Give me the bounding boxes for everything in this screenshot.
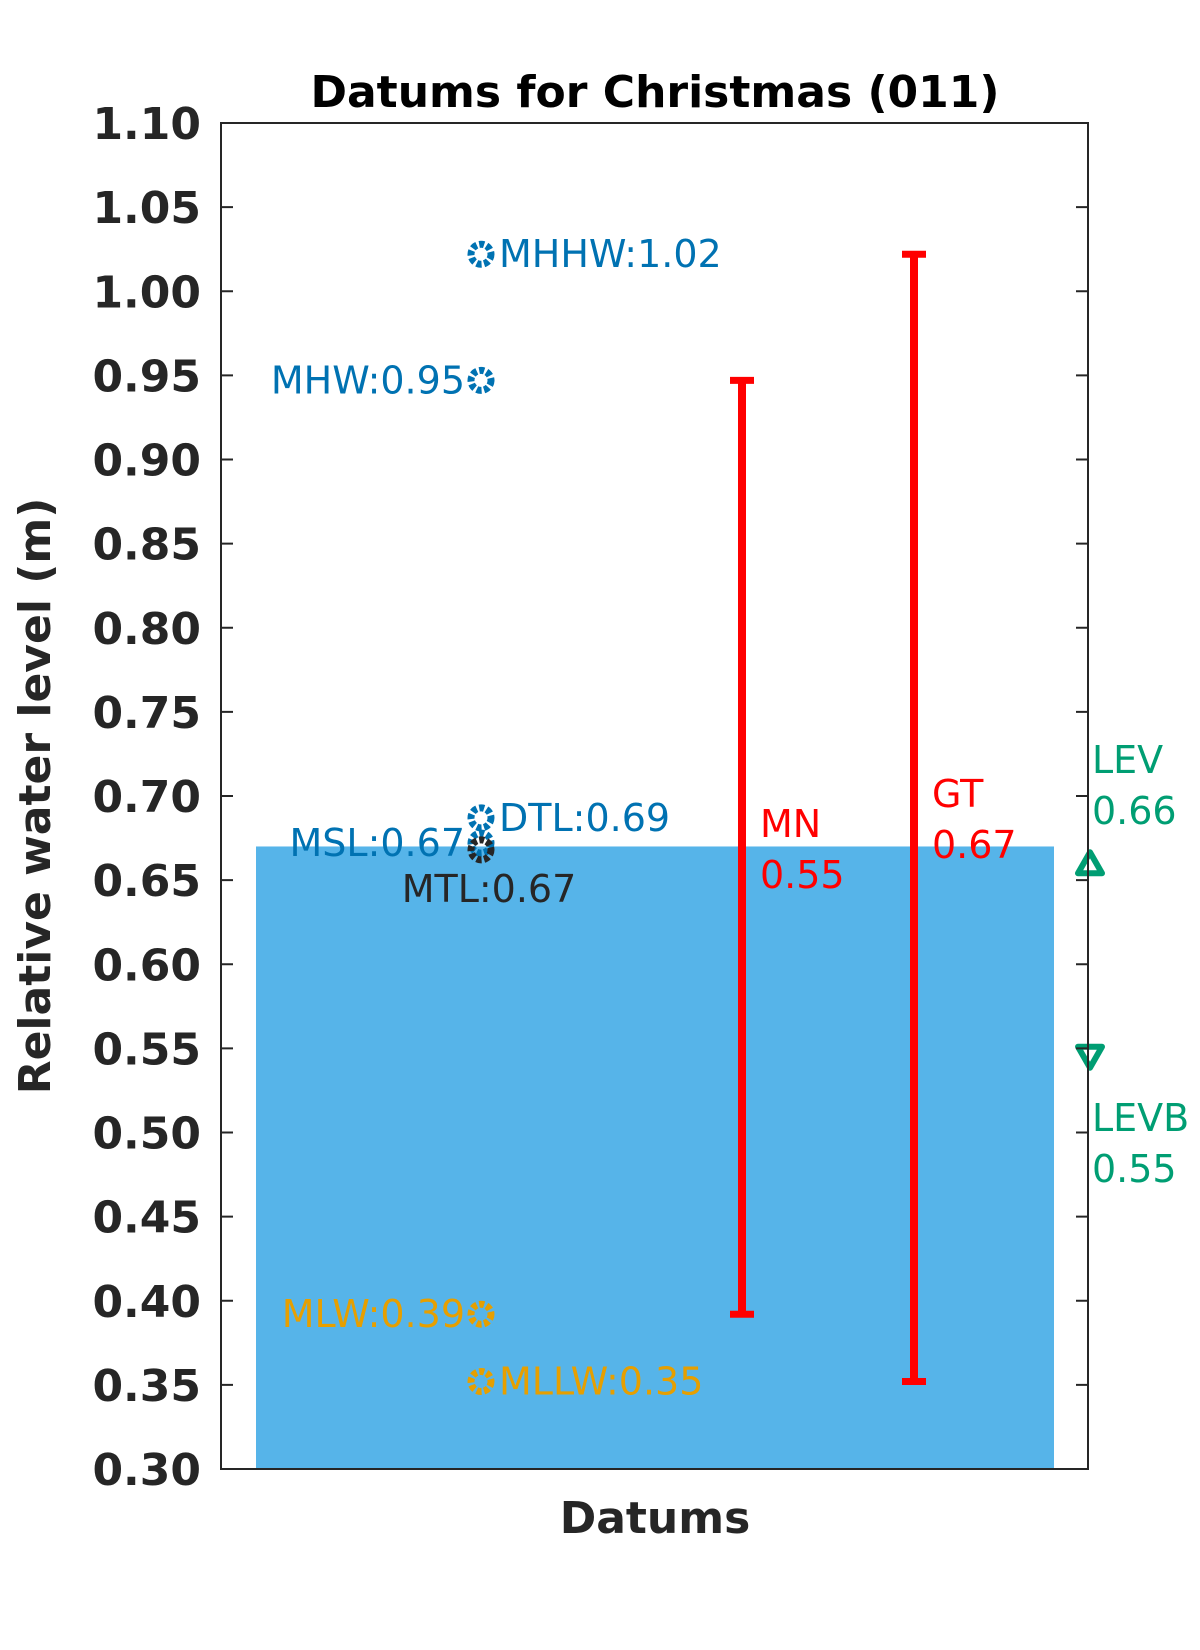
y-tick-label: 0.50	[92, 1109, 201, 1160]
datum-marker-mhhw	[467, 240, 495, 268]
datum-marker-mlw	[467, 1300, 495, 1328]
plot-area: MN 0.55 GT 0.67 MHHW:1.02 MHW:0.95 DTL:0.69 MSL…	[256, 232, 1189, 1469]
marker-lev	[1075, 849, 1105, 877]
marker-label-levb: LEVB	[1092, 1096, 1189, 1140]
range-value-gt: 0.67	[932, 823, 1017, 867]
y-tick: 0.50	[92, 1109, 1088, 1160]
marker-levb	[1075, 1043, 1105, 1071]
datum-label-dtl: DTL:0.69	[499, 796, 670, 840]
range-mn	[730, 376, 754, 1318]
datum-mhhw: MHHW:1.02	[467, 232, 722, 276]
datum-mllw: MLLW:0.35	[467, 1360, 703, 1404]
datum-marker-mllw	[467, 1368, 495, 1396]
y-tick: 0.45	[92, 1193, 1088, 1244]
chart-title: Datums for Christmas (011)	[310, 67, 999, 118]
y-tick-label: 0.55	[92, 1024, 201, 1075]
y-tick-label: 1.00	[92, 267, 201, 318]
y-axis: 0.30 0.35 0.40 0.45 0.50 0.55 0.60 0.65 0.70 0.75…	[92, 99, 1088, 1496]
datum-marker-mtl	[467, 836, 495, 864]
datum-mhw: MHW:0.95	[271, 358, 495, 402]
y-tick: 0.70	[92, 772, 1088, 823]
y-axis-label: Relative water level (m)	[10, 498, 61, 1095]
y-tick: 0.35	[92, 1361, 1088, 1412]
bar-msl	[256, 846, 1054, 1469]
y-tick-label: 0.40	[92, 1277, 201, 1328]
datum-marker-dtl	[467, 804, 495, 832]
y-tick: 1.05	[92, 183, 1088, 234]
y-tick: 1.10	[92, 99, 1088, 150]
datum-label-mllw: MLLW:0.35	[499, 1360, 703, 1404]
y-tick: 0.55	[92, 1024, 1088, 1075]
marker-label-lev: LEV	[1092, 738, 1163, 782]
y-tick-label: 0.75	[92, 688, 201, 739]
datum-label-mlw: MLW:0.39	[282, 1292, 465, 1336]
y-tick: 0.65	[92, 856, 1088, 907]
y-tick: 0.80	[92, 604, 1088, 655]
y-tick-label: 0.80	[92, 604, 201, 655]
datum-marker-mhw	[467, 366, 495, 394]
range-value-mn: 0.55	[760, 853, 845, 897]
y-tick-label: 0.30	[92, 1445, 201, 1496]
y-tick-label: 0.70	[92, 772, 201, 823]
y-tick-label: 0.85	[92, 520, 201, 571]
marker-value-lev: 0.66	[1092, 789, 1177, 833]
datum-dtl: DTL:0.69	[467, 796, 670, 840]
y-tick: 0.75	[92, 688, 1088, 739]
y-tick: 0.95	[92, 351, 1088, 402]
datum-label-mhhw: MHHW:1.02	[499, 232, 722, 276]
y-tick: 0.40	[92, 1277, 1088, 1328]
y-tick: 0.90	[92, 436, 1088, 487]
marker-shape-levb	[1075, 1043, 1105, 1071]
y-tick-label: 0.60	[92, 940, 201, 991]
y-tick: 0.85	[92, 520, 1088, 571]
range-label-gt: GT	[932, 772, 984, 816]
x-axis-label: Datums	[560, 1493, 751, 1544]
y-tick-label: 0.35	[92, 1361, 201, 1412]
datum-mlw: MLW:0.39	[282, 1292, 495, 1336]
y-tick: 0.60	[92, 940, 1088, 991]
datum-msl: MSL:0.67	[290, 821, 495, 865]
y-tick: 0.30	[92, 1445, 1088, 1496]
marker-shape-lev	[1075, 849, 1105, 877]
datum-label-mtl: MTL:0.67	[402, 867, 577, 911]
y-tick-label: 0.95	[92, 351, 201, 402]
y-tick-label: 0.65	[92, 856, 201, 907]
marker-value-levb: 0.55	[1092, 1147, 1177, 1191]
datum-label-mhw: MHW:0.95	[271, 358, 465, 402]
datum-mtl: MTL:0.67	[402, 836, 577, 911]
y-tick: 1.00	[92, 267, 1088, 318]
y-tick-label: 0.90	[92, 436, 201, 487]
y-tick-label: 1.10	[92, 99, 201, 150]
y-tick-label: 1.05	[92, 183, 201, 234]
range-label-mn: MN	[760, 802, 821, 846]
y-tick-label: 0.45	[92, 1193, 201, 1244]
datum-label-msl: MSL:0.67	[290, 821, 466, 865]
range-gt	[902, 250, 926, 1386]
